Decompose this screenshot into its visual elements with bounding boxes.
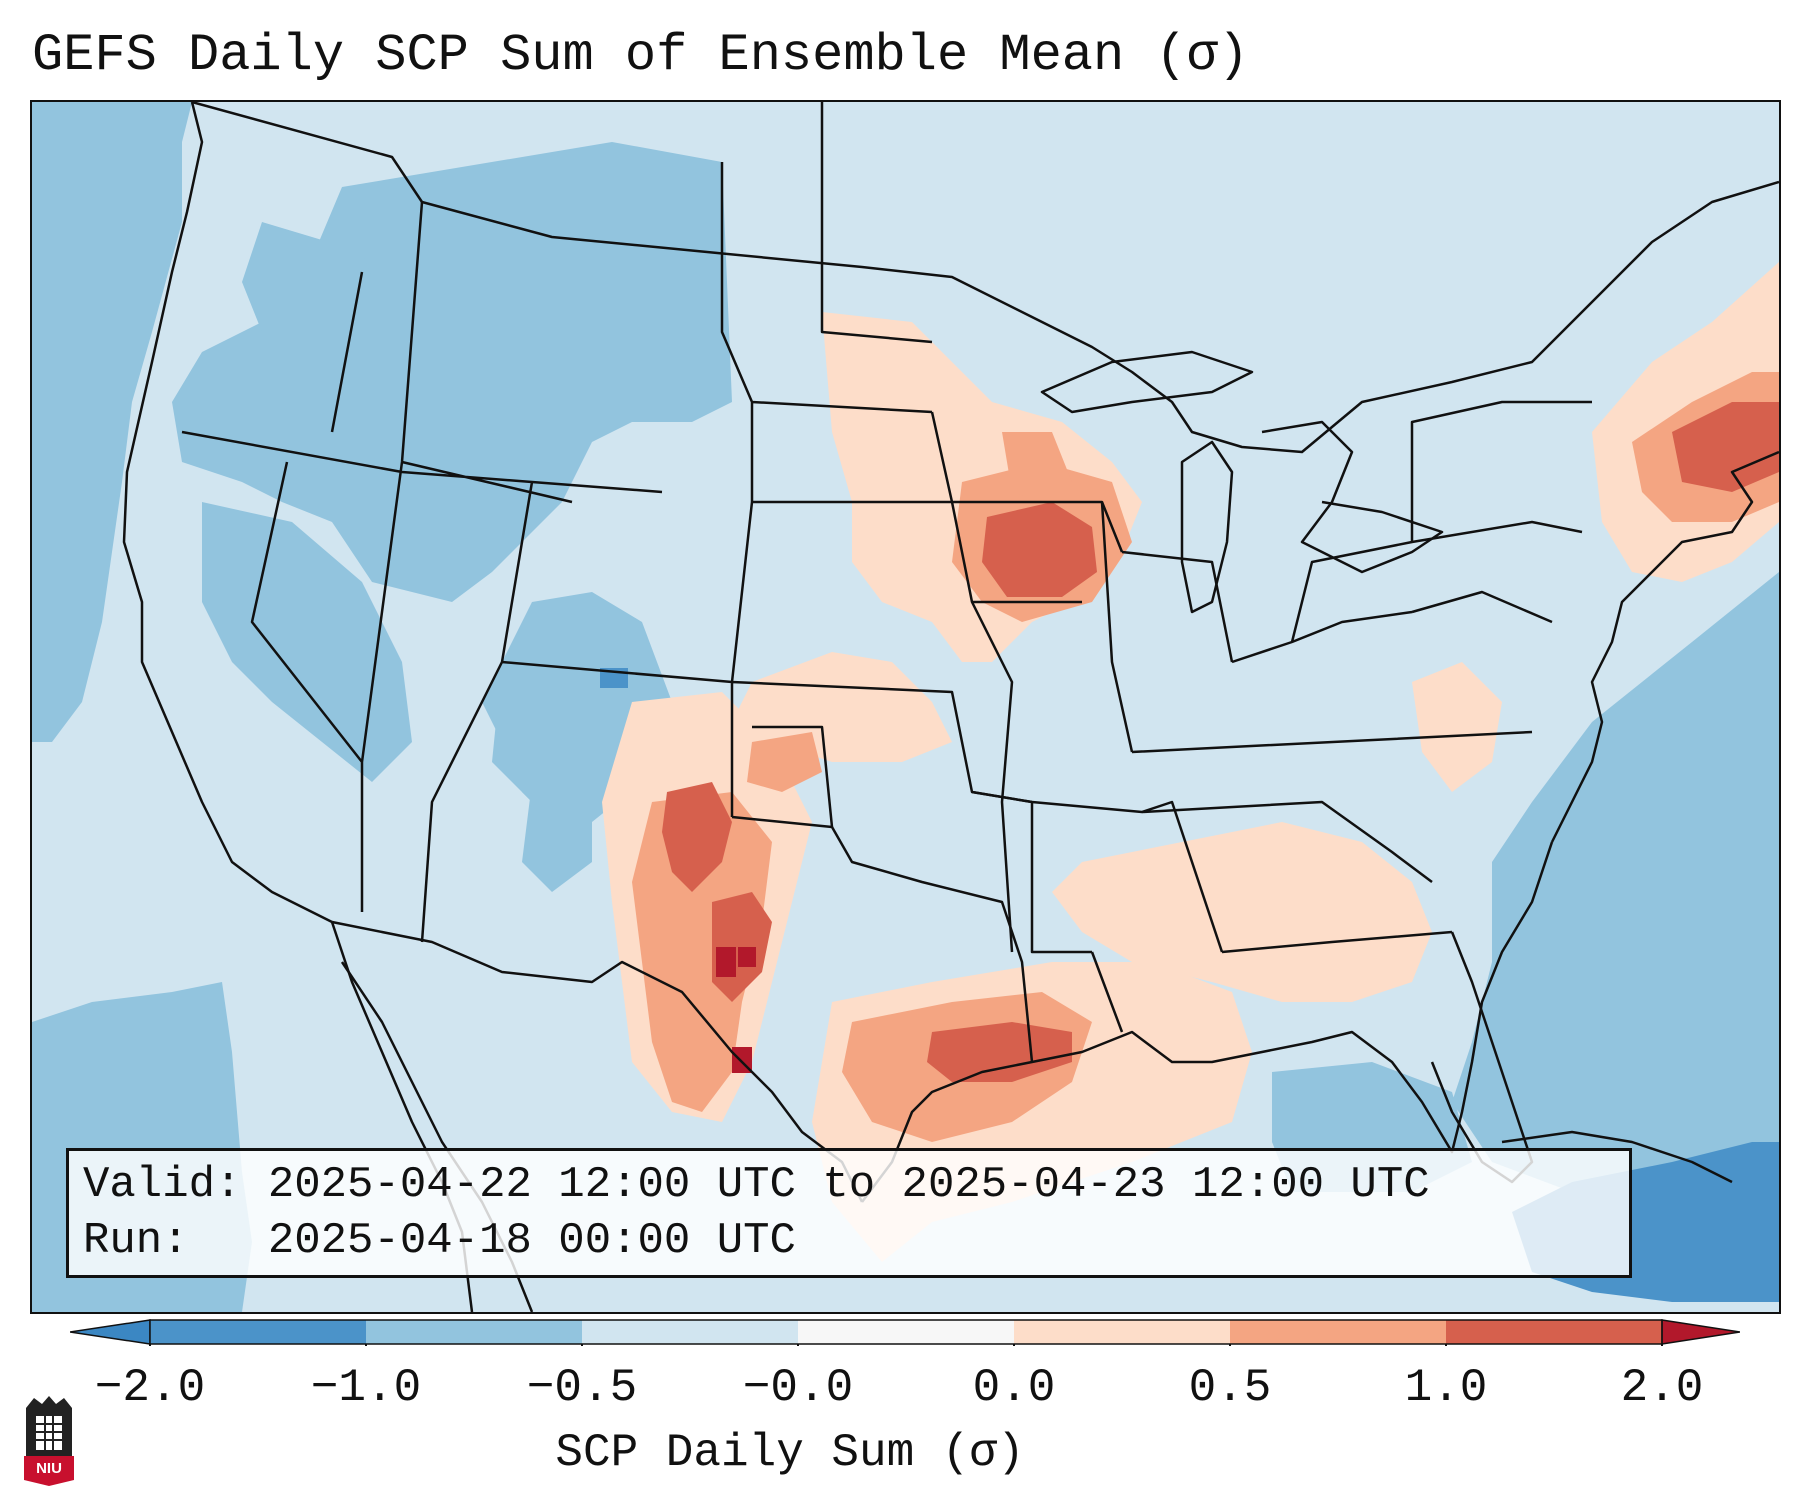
plains-positive: [732, 652, 952, 762]
run-value: 2025-04-18 00:00 UTC: [267, 1216, 796, 1266]
texas-moderate: [632, 792, 772, 1112]
niu-logo: NIU: [20, 1394, 78, 1486]
political-boundaries: [122, 102, 1779, 1312]
colorbar-tick-label: 0.5: [1188, 1362, 1272, 1414]
colorbar-bin-3: [582, 1320, 798, 1344]
colorbar-label: SCP Daily Sum (σ): [555, 1427, 1025, 1479]
mountain-west-field-1: [172, 142, 732, 602]
us-canada-border: [191, 102, 1779, 454]
colorbar: [70, 1319, 1740, 1346]
great-basin-field: [202, 502, 412, 782]
wisconsin-moderate: [1002, 432, 1072, 502]
nm-extreme-patch-1: [716, 947, 736, 977]
colorbar-tick-label: −2.0: [94, 1362, 206, 1414]
colorbar-bin-4: [798, 1320, 1014, 1344]
colorbar-bin-5: [1014, 1320, 1230, 1344]
pacific-ocean-field: [32, 102, 192, 742]
colorbar-bin-6: [1230, 1320, 1446, 1344]
gulf-coast: [861, 841, 1554, 1203]
run-row: Run: 2025-04-18 00:00 UTC: [83, 1213, 1629, 1269]
valid-row: Valid: 2025-04-22 12:00 UTC to 2025-04-2…: [83, 1157, 1629, 1213]
us-west-coast: [122, 102, 333, 924]
colorbar-tick-label: 2.0: [1620, 1362, 1704, 1414]
map-panel: [30, 100, 1781, 1314]
valid-value: 2025-04-22 12:00 UTC to 2025-04-23 12:00…: [267, 1160, 1430, 1210]
niu-logo-text: NIU: [36, 1460, 62, 1477]
state-lines-east: [1100, 400, 1592, 954]
east-coast: [1550, 450, 1779, 843]
colorbar-frame: [149, 1319, 1663, 1345]
lake-superior: [1040, 350, 1254, 414]
colorbar-tick-label: −1.0: [310, 1362, 422, 1414]
state-lines-west: [181, 162, 1033, 943]
valid-label: Valid:: [83, 1160, 242, 1210]
lake-michigan: [1180, 440, 1234, 614]
gulf-strong: [927, 1022, 1072, 1082]
pacific-nw-field: [242, 222, 382, 362]
cuba-outline: [1501, 1130, 1733, 1184]
us-mexico-border: [331, 920, 864, 1203]
validity-info-box: Valid: 2025-04-22 12:00 UTC to 2025-04-2…: [66, 1148, 1632, 1278]
colorbar-ticks: [149, 1344, 1663, 1346]
colorbar-bin-1: [150, 1320, 366, 1344]
scp-map: [32, 102, 1779, 1312]
colorbar-tick-label: 1.0: [1404, 1362, 1488, 1414]
colorbar-extend-high: [1661, 1319, 1740, 1345]
mid-atlantic-positive: [1412, 662, 1502, 792]
colorbar-tick-label: −0.5: [526, 1362, 638, 1414]
lake-huron-erie: [1261, 420, 1444, 574]
colorbar-extend-low: [70, 1319, 151, 1345]
iowa-strong: [982, 502, 1097, 597]
figure-title: GEFS Daily SCP Sum of Ensemble Mean (σ): [32, 26, 1249, 85]
nm-strong: [662, 782, 732, 892]
niu-tower-icon: [24, 1396, 74, 1486]
colorbar-bin-7: [1446, 1320, 1662, 1344]
atlantic-field: [1452, 572, 1779, 1232]
nm-extreme-patch-2: [738, 947, 756, 967]
northeast-strong: [1672, 402, 1779, 492]
colorbar-tick-label: −0.0: [742, 1362, 854, 1414]
run-label: Run:: [83, 1216, 189, 1266]
oklahoma-moderate: [747, 732, 822, 792]
colorbar-tick-label: 0.0: [972, 1362, 1056, 1414]
nm-field: [522, 782, 592, 892]
southeast-positive: [1052, 822, 1432, 1002]
colorbar-bin-2: [366, 1320, 582, 1344]
texas-panhandle: [752, 725, 834, 828]
